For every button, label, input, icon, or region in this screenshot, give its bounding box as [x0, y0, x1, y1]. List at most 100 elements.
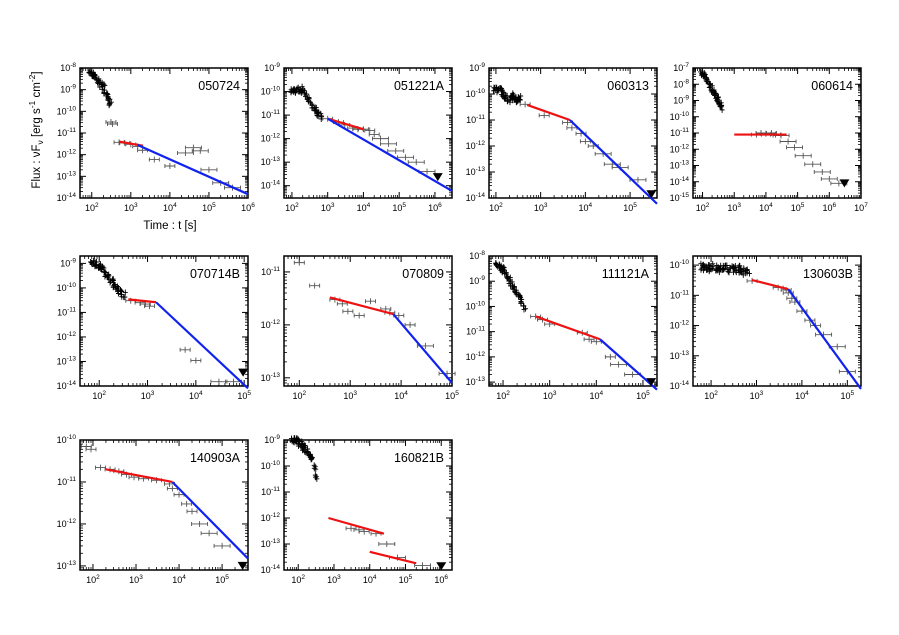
y-tick-label: 10-12	[261, 133, 281, 144]
fit-line-blue	[137, 143, 249, 196]
y-tick-label: 10-9	[264, 62, 280, 73]
y-tick-label: 10-13	[261, 156, 281, 167]
x-tick-label: 106	[428, 202, 442, 213]
fit-line-red	[535, 315, 601, 341]
data-point	[712, 92, 718, 99]
x-tick-label: 106	[241, 202, 255, 213]
panel-title: 111121A	[602, 267, 650, 281]
data-point	[139, 301, 151, 308]
data-point	[345, 525, 357, 532]
x-tick-label: 103	[534, 202, 548, 213]
panel-050724: 102 103 104 105 106 10-14 10-13 10-12 10-11 10-10…	[57, 62, 256, 213]
fit-line-red	[369, 550, 417, 565]
data-point	[378, 541, 396, 547]
x-tick-label: 104	[163, 202, 177, 213]
x-tick-label: 103	[129, 574, 143, 585]
x-tick-label: 103	[321, 202, 335, 213]
y-tick-label: 10-10	[261, 460, 281, 471]
fit-line-blue	[599, 338, 658, 391]
data-point	[583, 336, 595, 343]
data-point	[339, 121, 351, 128]
y-tick-label: 10-13	[57, 170, 77, 181]
data-point	[225, 378, 242, 385]
data-point	[780, 287, 792, 294]
fit-line-blue	[392, 313, 453, 384]
y-tick-label: 10-13	[57, 355, 77, 366]
data-point	[100, 263, 106, 270]
y-tick-label: 10-9	[673, 95, 689, 106]
data-point	[503, 269, 509, 276]
data-point	[213, 542, 231, 549]
data-point	[102, 87, 108, 94]
data-point	[830, 180, 848, 187]
data-point	[379, 140, 397, 147]
x-tick-label: 103	[543, 390, 557, 401]
x-tick-label: 104	[357, 202, 371, 213]
y-tick-label: 10-12	[57, 149, 77, 160]
data-point	[544, 321, 556, 328]
y-tick-label: 10-10	[670, 111, 690, 122]
data-point	[726, 269, 732, 276]
data-point	[407, 159, 425, 166]
panel-title: 130603B	[803, 267, 853, 281]
fit-line-red	[526, 103, 571, 122]
panel-070809: 102 103 104 105 10-13 10-12 10-11 070809	[261, 255, 459, 401]
y-tick-label: 10-13	[57, 560, 77, 571]
y-tick-label: 10-7	[673, 62, 689, 73]
data-point	[105, 96, 111, 103]
data-point	[173, 491, 185, 498]
y-tick-label: 10-8	[469, 250, 485, 261]
x-tick-label: 104	[189, 390, 203, 401]
data-point	[380, 305, 392, 312]
fit-line-red	[105, 468, 173, 484]
data-point	[393, 312, 405, 319]
y-tick-label: 10-12	[261, 512, 281, 523]
data-point	[590, 338, 602, 345]
plot-frame	[488, 67, 658, 199]
panel-title: 051221A	[394, 79, 445, 93]
data-point	[789, 299, 801, 306]
y-tick-label: 10-10	[466, 300, 486, 311]
x-tick-label: 105	[399, 574, 413, 585]
data-point	[148, 156, 160, 163]
data-point	[342, 308, 354, 315]
data-point	[132, 143, 144, 150]
data-point	[518, 93, 524, 100]
fit-line-red	[327, 117, 364, 131]
x-tick-label: 104	[795, 390, 809, 401]
x-tick-label: 105	[215, 574, 229, 585]
data-point	[93, 76, 99, 83]
panel-060614: 102 103 104 105 106 107 10-15 10-14 10-13 10-12 10…	[670, 62, 869, 213]
data-point	[364, 127, 376, 134]
data-point	[796, 308, 808, 315]
data-point	[519, 101, 531, 108]
x-tick-label: 103	[750, 390, 764, 401]
panel-title: 060313	[607, 79, 649, 93]
data-point	[106, 102, 112, 109]
data-point	[314, 475, 320, 482]
data-point	[200, 530, 218, 537]
fit-line-red	[328, 516, 385, 535]
data-point	[786, 295, 798, 302]
data-point	[122, 294, 128, 301]
data-point	[716, 269, 722, 276]
data-point	[594, 150, 612, 157]
data-point	[717, 265, 723, 272]
panel-title: 060614	[811, 79, 853, 93]
data-point	[786, 144, 803, 151]
data-point	[709, 265, 715, 272]
y-tick-label: 10-14	[670, 176, 690, 187]
x-tick-label: 102	[696, 202, 710, 213]
y-tick-label: 10-12	[670, 320, 690, 331]
x-tick-label: 107	[854, 202, 868, 213]
data-point	[210, 378, 228, 385]
data-point	[184, 144, 202, 151]
data-point	[309, 282, 321, 289]
data-point	[509, 278, 515, 285]
data-point	[358, 528, 370, 535]
data-point	[716, 94, 722, 101]
x-tick-label: 103	[727, 202, 741, 213]
y-tick-label: 10-13	[466, 166, 486, 177]
y-tick-label: 10-14	[261, 180, 281, 191]
